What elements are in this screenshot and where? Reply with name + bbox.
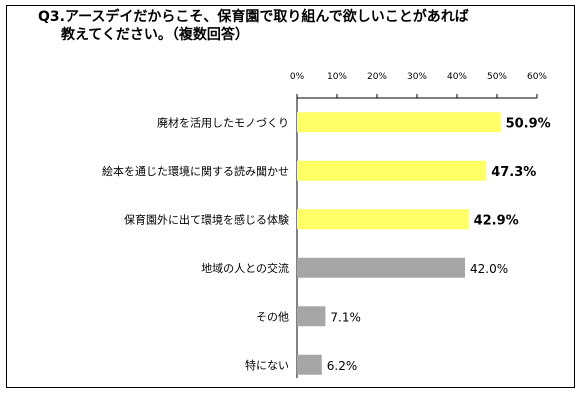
- bar: [297, 112, 501, 133]
- x-tick-label: 50%: [487, 72, 507, 82]
- bar: [297, 306, 326, 327]
- title-line-1: Q3.アースデイだからこそ、保育園で取り組んで欲しいことがあれば: [38, 9, 469, 25]
- x-tick-label: 40%: [447, 72, 467, 82]
- data-label: 50.9%: [506, 116, 551, 131]
- bar: [297, 354, 322, 375]
- data-label: 42.9%: [474, 213, 519, 228]
- chart-title: Q3.アースデイだからこそ、保育園で取り組んで欲しいことがあれば 教えてください…: [38, 8, 558, 44]
- bar: [297, 257, 465, 278]
- category-label: 特にない: [245, 358, 289, 372]
- title-line-2: 教えてください。（複数回答）: [61, 27, 249, 43]
- x-tick-label: 0%: [290, 72, 305, 82]
- bar: [297, 209, 469, 230]
- category-label: 絵本を通じた環境に関する読み聞かせ: [102, 164, 289, 178]
- x-tick-label: 30%: [407, 72, 427, 82]
- x-tick-label: 10%: [327, 72, 347, 82]
- data-label: 42.0%: [470, 262, 508, 276]
- chart-frame: [6, 5, 575, 388]
- data-label: 7.1%: [330, 310, 361, 324]
- category-label: 保育園外に出て環境を感じる体験: [124, 212, 289, 226]
- category-label: 地域の人との交流: [201, 261, 289, 275]
- x-tick-label: 60%: [527, 72, 547, 82]
- category-label: その他: [256, 310, 289, 323]
- data-label: 6.2%: [327, 359, 358, 373]
- category-label: 廃材を活用したモノづくり: [157, 115, 289, 129]
- x-tick-label: 20%: [367, 72, 387, 82]
- data-label: 47.3%: [491, 165, 536, 180]
- bar: [297, 160, 487, 181]
